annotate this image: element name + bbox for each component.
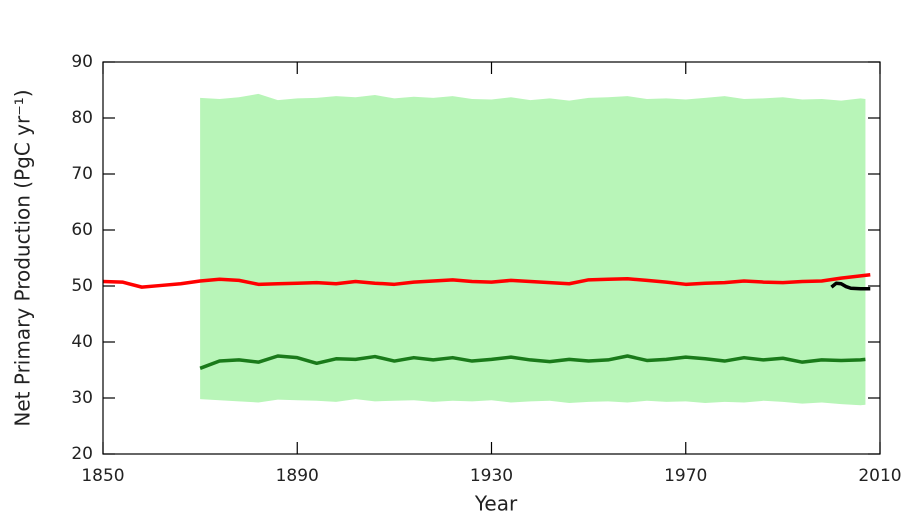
y-tick-label: 70 (71, 164, 93, 184)
y-tick-label: 90 (71, 52, 93, 72)
range-band (200, 93, 866, 406)
y-tick-label: 40 (71, 332, 93, 352)
x-tick-label: 1850 (81, 466, 124, 486)
x-axis-label: Year (474, 492, 518, 516)
series-line (830, 281, 871, 291)
series-line (199, 354, 866, 370)
y-tick-label: 30 (71, 388, 93, 408)
x-tick-label: 1970 (664, 466, 707, 486)
y-tick-label: 50 (71, 276, 93, 296)
series-line (102, 273, 871, 289)
y-axis-label: Net Primary Production (PgC yr⁻¹) (11, 89, 35, 426)
y-tick-label: 80 (71, 108, 93, 128)
y-tick-label: 60 (71, 220, 93, 240)
x-tick-label: 2010 (858, 466, 901, 486)
x-tick-label: 1930 (470, 466, 513, 486)
y-tick-label: 20 (71, 444, 93, 464)
x-tick-label: 1890 (276, 466, 319, 486)
